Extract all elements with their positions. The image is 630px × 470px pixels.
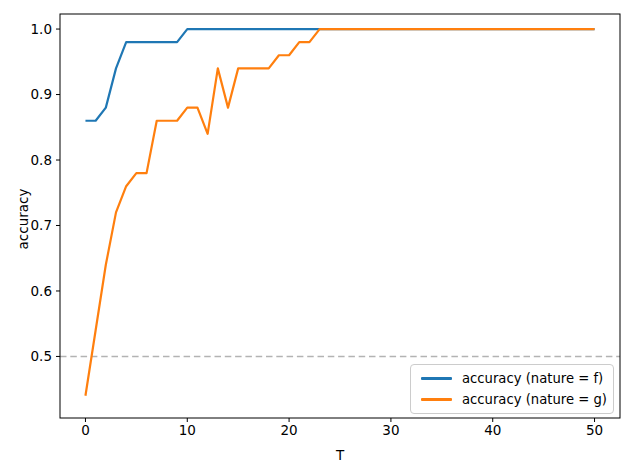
series-line-nature-g <box>85 29 594 396</box>
x-tick-label: 10 <box>179 422 196 438</box>
axes-spines <box>60 14 620 418</box>
y-tick-label: 0.7 <box>31 217 52 233</box>
legend: accuracy (nature = f) accuracy (nature =… <box>410 364 614 414</box>
legend-line-sample-g <box>421 398 452 401</box>
figure: 0 10 20 30 40 50 0.5 0.6 0.7 0.8 0.9 1.0 T accuracy… <box>0 0 630 470</box>
y-axis-label: accuracy <box>15 189 31 250</box>
legend-item-nature-g: accuracy (nature = g) <box>421 391 604 408</box>
y-tick-label: 0.6 <box>31 283 52 299</box>
legend-label-nature-f: accuracy (nature = f) <box>462 371 603 386</box>
x-tick-label: 0 <box>81 422 90 438</box>
legend-item-nature-f: accuracy (nature = f) <box>421 370 604 387</box>
y-tick-label: 0.9 <box>31 86 52 102</box>
legend-line-sample-f <box>421 377 452 380</box>
y-tick-label: 0.5 <box>31 348 52 364</box>
x-tick-label: 30 <box>382 422 399 438</box>
y-tick-label: 1.0 <box>31 21 52 37</box>
x-tick-label: 50 <box>586 422 603 438</box>
x-tick-label: 40 <box>484 422 501 438</box>
x-tick-label: 20 <box>280 422 297 438</box>
x-axis-label: T <box>336 447 344 463</box>
series-line-nature-f <box>85 29 594 121</box>
y-tick-label: 0.8 <box>31 152 52 168</box>
legend-label-nature-g: accuracy (nature = g) <box>462 392 607 407</box>
